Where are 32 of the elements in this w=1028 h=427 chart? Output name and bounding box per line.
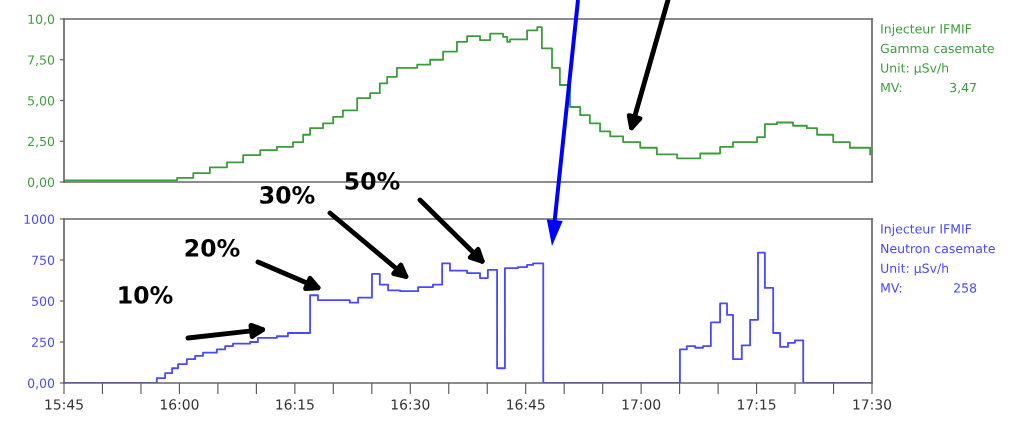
y-tick-label: 10,0 — [28, 14, 55, 26]
x-tick-label: 16:30 — [391, 399, 430, 410]
y-tick-label: 2,50 — [28, 136, 55, 148]
y-tick-label: 250 — [32, 337, 55, 347]
annotation: 50% — [345, 171, 400, 190]
x-tick-label: 15:45 — [45, 399, 83, 410]
text: MV: — [881, 283, 902, 293]
x-tick-label: 17:00 — [622, 399, 661, 410]
y-tick-label: 7,50 — [28, 55, 55, 66]
text: Gamma casemate — [880, 43, 994, 54]
y-tick-label: 0,00 — [27, 378, 55, 390]
y-tick-label: 750 — [32, 255, 55, 265]
text: MV: — [881, 82, 902, 93]
y-tick-label: 1000 — [24, 214, 55, 224]
y-tick-label: 500 — [32, 296, 55, 306]
text: Neutron casemate — [881, 243, 995, 254]
text: Unit: µSv/h — [881, 263, 949, 276]
x-tick-label: 17:15 — [738, 399, 776, 410]
y-tick-label: 5,00 — [28, 95, 55, 107]
x-tick-label: 16:45 — [507, 399, 545, 410]
text: 30% — [260, 185, 315, 204]
text: Injecteur IFMIF — [881, 223, 972, 237]
text: Unit: µSv/h — [881, 63, 949, 76]
annotation: 10% — [119, 285, 173, 304]
x-tick-label: 16:00 — [160, 399, 199, 410]
annotation: 20% — [185, 238, 240, 257]
text: Injecteur IFMIF — [881, 23, 972, 36]
y-tick-label: 0,00 — [27, 177, 55, 189]
text: 258 — [954, 283, 977, 293]
x-tick-label: 16:15 — [276, 399, 314, 410]
x-tick-label: 17:30 — [853, 399, 892, 410]
text: 3,47 — [950, 82, 976, 94]
